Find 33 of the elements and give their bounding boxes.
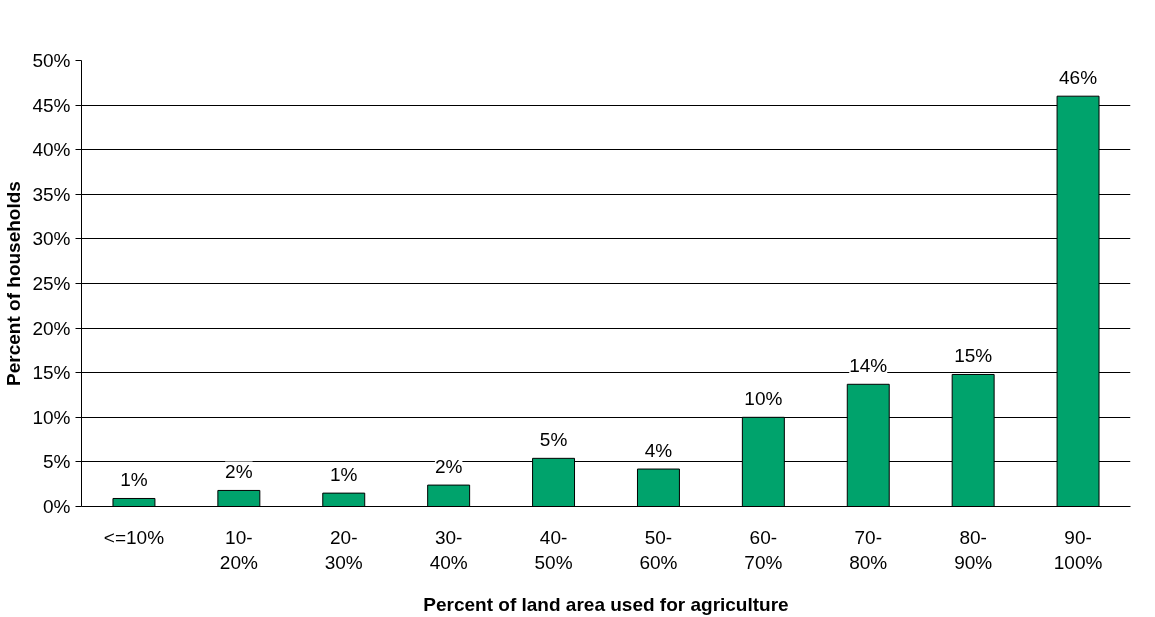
y-tick-label: 30% [32,228,71,250]
x-tick-label: 70- 80% [849,526,888,573]
data-label: 1% [120,469,148,491]
y-tick-label: 35% [32,183,71,205]
x-tick-label: 20- 30% [324,526,363,573]
data-label: 1% [330,464,358,486]
x-tick-label: 30- 40% [429,526,468,573]
y-tick-label: 20% [32,317,71,339]
y-tick-label: 40% [32,139,71,161]
y-tick-label: 50% [32,50,71,71]
data-label: 14% [849,355,888,377]
y-tick-label: 45% [32,94,71,116]
data-label: 15% [954,345,993,367]
y-tick-label: 0% [43,496,71,517]
x-tick-label: <=10% [103,526,165,548]
data-label: 10% [744,388,783,410]
data-label: 46% [1059,67,1098,89]
x-tick-label: 50- 60% [639,526,678,573]
data-label: 2% [225,461,253,483]
data-label: 4% [644,440,673,462]
data-label: 5% [539,429,568,451]
y-tick-label: 10% [32,406,71,428]
y-tick-label: 15% [32,362,71,384]
data-label: 2% [434,456,463,478]
x-tick-label: 90- 100% [1053,526,1103,573]
y-tick-label: 25% [32,273,71,294]
y-axis-title: Percent of households [3,181,25,386]
x-tick-label: 40- 50% [534,526,573,573]
x-axis-title: Percent of land area used for agriculture [423,593,789,615]
x-tick-label: 60- 70% [744,526,783,573]
x-tick-label: 10- 20% [219,526,258,573]
y-tick-label: 5% [43,451,71,473]
x-tick-label: 80- 90% [954,526,993,573]
